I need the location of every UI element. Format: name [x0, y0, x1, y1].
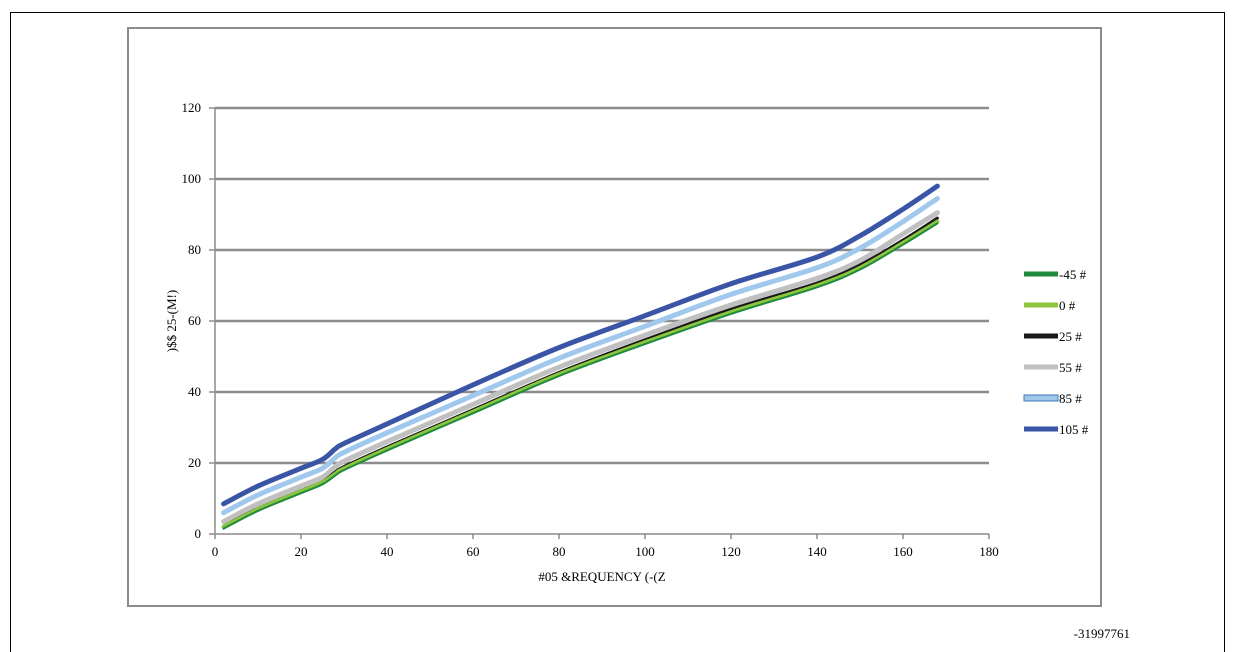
y-tick-label-80: 80: [188, 242, 201, 257]
y-tick-label-100: 100: [182, 171, 202, 186]
x-tick-label-180: 180: [979, 544, 999, 559]
x-tick-label-100: 100: [635, 544, 655, 559]
y-axis-title: )$$ 25-(M!): [164, 290, 179, 352]
series-line-4: [221, 196, 940, 516]
y-tick-label-120: 120: [182, 100, 202, 115]
series-line-0: [222, 222, 939, 530]
x-tick-label-160: 160: [893, 544, 913, 559]
legend-label-3: 55 #: [1059, 360, 1082, 375]
legend-label-5: 105 #: [1059, 422, 1089, 437]
x-tick-label-60: 60: [467, 544, 480, 559]
series-line-5: [221, 183, 940, 507]
y-tick-label-40: 40: [188, 384, 201, 399]
document-id: -31997761: [1073, 626, 1130, 641]
x-axis-title: #05 &REQUENCY (-(Z: [538, 569, 665, 584]
legend-label-1: 0 #: [1059, 298, 1076, 313]
series-line-1: [221, 219, 940, 529]
x-tick-label-40: 40: [381, 544, 394, 559]
x-tick-label-140: 140: [807, 544, 827, 559]
chart-svg: 0 20 40 60 80 100 120 0 20 40 60 80 100 120 140 160 180 #…: [164, 100, 1089, 584]
y-tick-label-60: 60: [188, 313, 201, 328]
legend-swatch-4: [1023, 394, 1059, 402]
x-tick-label-20: 20: [295, 544, 308, 559]
legend-label-4: 85 #: [1059, 391, 1082, 406]
chart-container: 0 20 40 60 80 100 120 0 20 40 60 80 100 120 140 160 180 #…: [127, 27, 1102, 607]
series-line-3: [221, 210, 940, 525]
legend-label-0: -45 #: [1059, 267, 1087, 282]
y-tick-label-20: 20: [188, 455, 201, 470]
legend-label-2: 25 #: [1059, 329, 1082, 344]
page-frame: [10, 12, 1225, 652]
x-tick-label-120: 120: [721, 544, 741, 559]
y-tick-label-0: 0: [195, 526, 202, 541]
x-tick-label-80: 80: [553, 544, 566, 559]
x-tick-label-0: 0: [212, 544, 219, 559]
